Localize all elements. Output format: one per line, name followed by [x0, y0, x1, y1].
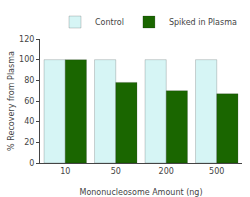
svg-text:500: 500	[209, 167, 224, 176]
svg-text:Mononucleosome Amount (ng): Mononucleosome Amount (ng)	[79, 188, 202, 197]
svg-text:Control: Control	[95, 18, 124, 27]
svg-text:0: 0	[29, 159, 34, 168]
svg-text:120: 120	[19, 35, 34, 44]
svg-text:200: 200	[159, 167, 174, 176]
svg-text:60: 60	[24, 97, 34, 106]
svg-text:20: 20	[24, 138, 34, 147]
svg-text:50: 50	[111, 167, 121, 176]
svg-text:10: 10	[60, 167, 70, 176]
svg-text:80: 80	[24, 76, 34, 85]
svg-text:100: 100	[19, 55, 34, 64]
svg-text:40: 40	[24, 117, 34, 126]
svg-text:% Recovery from Plasma: % Recovery from Plasma	[7, 51, 16, 151]
svg-text:Spiked in Plasma: Spiked in Plasma	[169, 18, 237, 27]
